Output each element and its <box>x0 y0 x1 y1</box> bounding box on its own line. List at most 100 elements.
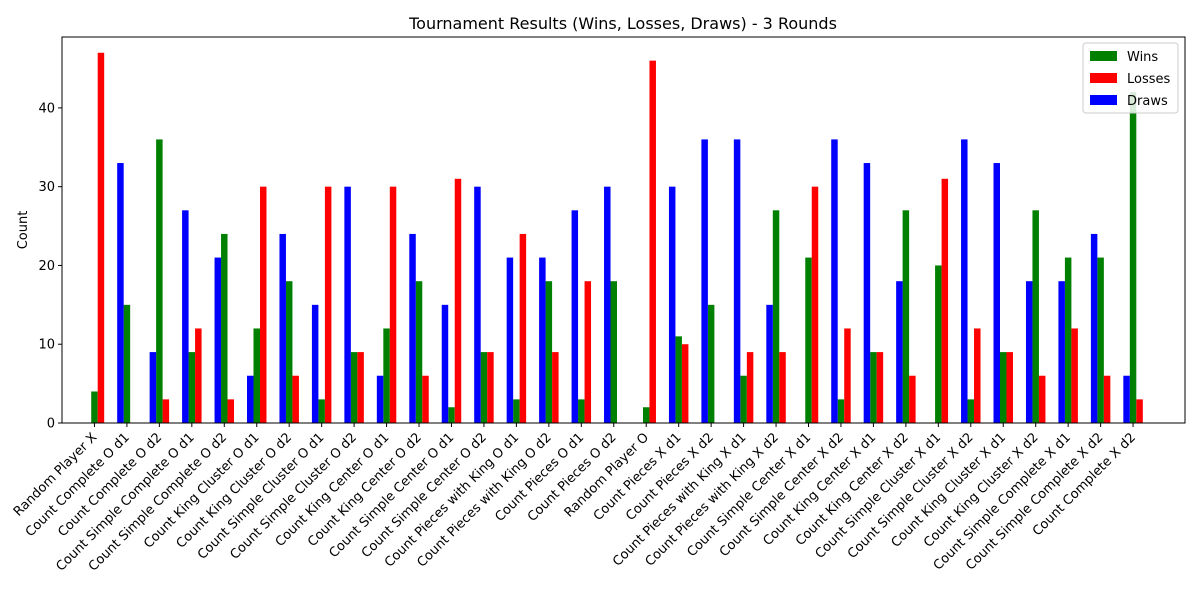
bar-draws-10 <box>409 233 416 423</box>
bar-wins-31 <box>1097 257 1104 423</box>
bar-losses-28 <box>1006 352 1013 423</box>
bar-losses-17 <box>649 60 656 423</box>
bar-wins-10 <box>415 281 423 423</box>
bar-losses-22 <box>811 186 819 423</box>
bar-draws-15 <box>571 210 579 423</box>
y-tick-label: 40 <box>38 101 55 116</box>
bar-draws-27 <box>961 139 968 423</box>
bar-draws-11 <box>441 304 449 423</box>
bar-losses-20 <box>746 352 754 423</box>
bar-draws-24 <box>863 163 871 424</box>
bar-wins-12 <box>480 352 488 423</box>
y-tick-label: 0 <box>47 417 55 432</box>
bar-wins-14 <box>545 281 553 423</box>
bar-draws-29 <box>1025 281 1033 423</box>
bar-wins-25 <box>902 210 910 423</box>
bar-draws-23 <box>831 139 838 423</box>
y-tick-label: 10 <box>38 338 55 353</box>
bar-wins-2 <box>156 139 163 423</box>
bar-wins-23 <box>837 399 845 423</box>
bar-draws-25 <box>896 281 903 423</box>
bar-wins-6 <box>285 281 293 423</box>
bar-losses-10 <box>422 375 429 423</box>
bar-wins-5 <box>253 328 260 423</box>
bar-losses-31 <box>1103 375 1111 423</box>
bar-wins-24 <box>870 352 877 423</box>
bar-draws-31 <box>1090 233 1098 423</box>
bar-draws-32 <box>1123 375 1130 423</box>
bar-losses-0 <box>97 52 105 423</box>
bar-losses-15 <box>584 281 592 423</box>
bars-group <box>91 52 1143 424</box>
bar-draws-6 <box>279 233 286 423</box>
bar-wins-28 <box>1000 352 1007 423</box>
chart-title: Tournament Results (Wins, Losses, Draws)… <box>408 14 837 33</box>
bar-wins-1 <box>123 304 131 423</box>
bar-wins-15 <box>578 399 585 423</box>
bar-wins-20 <box>740 375 747 423</box>
bar-draws-2 <box>149 352 157 423</box>
bar-draws-19 <box>701 139 708 423</box>
bar-losses-29 <box>1038 375 1046 423</box>
bar-losses-23 <box>844 328 851 423</box>
legend-label-wins: Wins <box>1127 50 1158 65</box>
bar-draws-20 <box>733 139 741 423</box>
bar-wins-0 <box>91 391 98 423</box>
bar-wins-30 <box>1064 257 1072 423</box>
bar-draws-5 <box>247 375 254 423</box>
bar-wins-13 <box>513 399 520 423</box>
bar-draws-14 <box>539 257 546 423</box>
bar-losses-11 <box>454 178 462 423</box>
bar-losses-12 <box>487 352 494 423</box>
bar-draws-30 <box>1058 281 1065 423</box>
bar-draws-16 <box>604 186 611 423</box>
bar-draws-1 <box>117 163 124 424</box>
bar-losses-8 <box>357 352 364 423</box>
bar-wins-8 <box>350 352 358 423</box>
bar-wins-19 <box>707 304 715 423</box>
y-axis-ticks: 0 10 20 30 40 <box>38 101 62 432</box>
legend: Wins Losses Draws <box>1082 42 1179 114</box>
bar-losses-3 <box>195 328 202 423</box>
bar-wins-18 <box>675 336 682 423</box>
bar-draws-28 <box>993 163 1000 424</box>
bar-losses-13 <box>519 233 527 423</box>
bar-losses-4 <box>227 399 235 423</box>
plot-frame <box>61 36 1186 424</box>
bar-losses-26 <box>941 178 949 423</box>
bar-losses-14 <box>552 352 559 423</box>
bar-wins-26 <box>935 265 942 423</box>
y-tick-label: 30 <box>38 180 55 195</box>
bar-wins-17 <box>642 407 650 423</box>
bar-wins-21 <box>772 210 780 423</box>
bar-losses-27 <box>974 328 981 423</box>
bar-draws-4 <box>214 257 222 423</box>
bar-losses-7 <box>324 186 332 423</box>
bar-draws-18 <box>668 186 676 423</box>
bar-draws-21 <box>766 304 773 423</box>
bar-draws-9 <box>376 375 384 423</box>
bar-draws-8 <box>344 186 351 423</box>
bar-wins-7 <box>318 399 325 423</box>
bar-losses-25 <box>909 375 916 423</box>
bar-losses-6 <box>292 375 299 423</box>
bar-wins-29 <box>1032 210 1039 423</box>
bar-draws-12 <box>474 186 481 423</box>
bar-losses-2 <box>162 399 170 423</box>
bar-draws-7 <box>311 304 319 423</box>
y-tick-label: 20 <box>38 259 55 274</box>
bar-draws-13 <box>506 257 514 423</box>
legend-swatch-draws <box>1090 95 1117 105</box>
legend-label-draws: Draws <box>1127 94 1168 109</box>
bar-losses-24 <box>876 352 884 423</box>
bar-wins-32 <box>1129 92 1137 423</box>
bar-wins-22 <box>805 257 812 423</box>
bar-losses-5 <box>259 186 267 423</box>
bar-losses-9 <box>389 186 397 423</box>
y-axis-label: Count <box>16 211 31 250</box>
legend-swatch-wins <box>1090 51 1117 61</box>
bar-losses-18 <box>681 344 689 423</box>
